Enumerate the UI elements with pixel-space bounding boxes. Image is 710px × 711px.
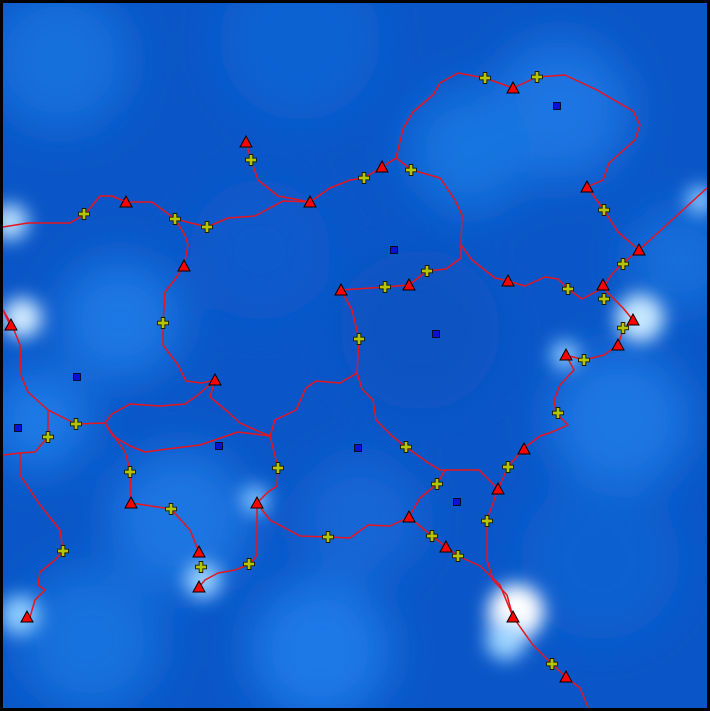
plus-marker-icon[interactable]	[358, 172, 370, 184]
plus-marker-icon[interactable]	[578, 354, 590, 366]
plus-marker-icon[interactable]	[452, 550, 464, 562]
plus-marker-icon[interactable]	[431, 478, 443, 490]
plus-marker-icon[interactable]	[195, 561, 207, 573]
plus-marker-icon[interactable]	[400, 441, 412, 453]
triangle-marker-icon[interactable]	[239, 134, 253, 148]
plus-marker-icon[interactable]	[426, 530, 438, 542]
triangle-marker-icon[interactable]	[250, 495, 264, 509]
triangle-marker-icon[interactable]	[402, 277, 416, 291]
boundary-line	[586, 186, 640, 251]
triangle-marker-icon[interactable]	[20, 609, 34, 623]
triangle-marker-icon[interactable]	[177, 258, 191, 272]
triangle-marker-icon[interactable]	[626, 312, 640, 326]
triangle-marker-icon[interactable]	[506, 80, 520, 94]
boundary-line	[174, 166, 383, 228]
triangle-marker-icon[interactable]	[192, 544, 206, 558]
plus-marker-icon[interactable]	[78, 208, 90, 220]
boundary-line	[256, 469, 446, 539]
square-marker-icon[interactable]	[432, 330, 440, 338]
triangle-marker-icon[interactable]	[303, 194, 317, 208]
plus-marker-icon[interactable]	[379, 281, 391, 293]
plus-marker-icon[interactable]	[481, 515, 493, 527]
plus-marker-icon[interactable]	[617, 322, 629, 334]
plus-marker-icon[interactable]	[502, 461, 514, 473]
square-marker-icon[interactable]	[390, 246, 398, 254]
plus-marker-icon[interactable]	[322, 531, 334, 543]
boundary-line	[19, 452, 64, 618]
triangle-marker-icon[interactable]	[4, 317, 18, 331]
plus-marker-icon[interactable]	[531, 71, 543, 83]
triangle-marker-icon[interactable]	[580, 179, 594, 193]
triangle-marker-icon[interactable]	[506, 609, 520, 623]
plus-marker-icon[interactable]	[57, 545, 69, 557]
boundary-line	[381, 157, 707, 300]
terrain-background	[3, 3, 707, 708]
terrain-map[interactable]	[3, 3, 707, 708]
plus-marker-icon[interactable]	[421, 265, 433, 277]
square-marker-icon[interactable]	[453, 498, 461, 506]
plus-marker-icon[interactable]	[546, 658, 558, 670]
plus-marker-icon[interactable]	[169, 213, 181, 225]
triangle-marker-icon[interactable]	[491, 481, 505, 495]
boundary-line	[340, 289, 360, 374]
triangle-marker-icon[interactable]	[517, 441, 531, 455]
map-markers	[4, 71, 646, 683]
triangle-marker-icon[interactable]	[559, 347, 573, 361]
plus-marker-icon[interactable]	[243, 558, 255, 570]
triangle-marker-icon[interactable]	[611, 337, 625, 351]
plus-marker-icon[interactable]	[405, 164, 417, 176]
triangle-marker-icon[interactable]	[192, 579, 206, 593]
triangle-marker-icon[interactable]	[119, 194, 133, 208]
square-marker-icon[interactable]	[215, 442, 223, 450]
plus-marker-icon[interactable]	[598, 293, 610, 305]
triangle-marker-icon[interactable]	[439, 539, 453, 553]
plus-marker-icon[interactable]	[552, 407, 564, 419]
plus-marker-icon[interactable]	[157, 317, 169, 329]
boundary-line	[497, 354, 575, 490]
square-marker-icon[interactable]	[354, 444, 362, 452]
plus-marker-icon[interactable]	[272, 462, 284, 474]
triangle-marker-icon[interactable]	[334, 282, 348, 296]
boundary-line	[3, 309, 49, 456]
triangle-marker-icon[interactable]	[559, 669, 573, 683]
boundary-line	[3, 195, 216, 384]
triangle-marker-icon[interactable]	[402, 509, 416, 523]
plus-marker-icon[interactable]	[353, 333, 365, 345]
boundary-line	[198, 502, 258, 588]
triangle-marker-icon[interactable]	[208, 372, 222, 386]
plus-marker-icon[interactable]	[245, 154, 257, 166]
plus-marker-icon[interactable]	[70, 418, 82, 430]
triangle-marker-icon[interactable]	[501, 273, 515, 287]
triangle-marker-icon[interactable]	[596, 277, 610, 291]
square-marker-icon[interactable]	[553, 102, 561, 110]
plus-marker-icon[interactable]	[42, 431, 54, 443]
boundary-line	[395, 72, 641, 188]
square-marker-icon[interactable]	[14, 424, 22, 432]
boundary-line	[209, 379, 279, 504]
plus-marker-icon[interactable]	[479, 72, 491, 84]
plus-marker-icon[interactable]	[201, 221, 213, 233]
boundary-line	[245, 141, 311, 203]
plus-marker-icon[interactable]	[165, 503, 177, 515]
triangle-marker-icon[interactable]	[632, 242, 646, 256]
plus-marker-icon[interactable]	[617, 258, 629, 270]
square-marker-icon[interactable]	[73, 373, 81, 381]
triangle-marker-icon[interactable]	[124, 495, 138, 509]
plus-marker-icon[interactable]	[124, 466, 136, 478]
plus-marker-icon[interactable]	[562, 283, 574, 295]
triangle-marker-icon[interactable]	[375, 159, 389, 173]
boundary-line	[269, 372, 499, 490]
plus-marker-icon[interactable]	[598, 204, 610, 216]
